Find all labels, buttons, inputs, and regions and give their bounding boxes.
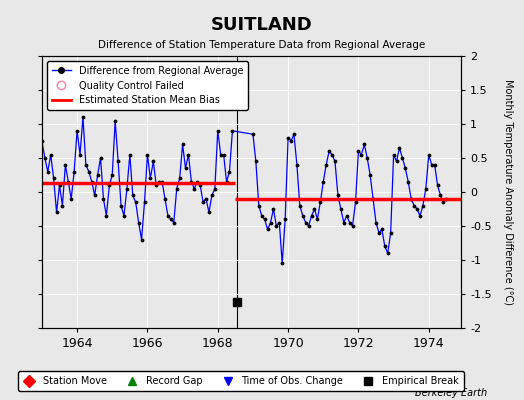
Text: Berkeley Earth: Berkeley Earth (415, 388, 487, 398)
Legend: Station Move, Record Gap, Time of Obs. Change, Empirical Break: Station Move, Record Gap, Time of Obs. C… (18, 372, 464, 391)
Y-axis label: Monthly Temperature Anomaly Difference (°C): Monthly Temperature Anomaly Difference (… (503, 79, 513, 305)
Legend: Difference from Regional Average, Quality Control Failed, Estimated Station Mean: Difference from Regional Average, Qualit… (47, 61, 248, 110)
Text: SUITLAND: SUITLAND (211, 16, 313, 34)
Text: Difference of Station Temperature Data from Regional Average: Difference of Station Temperature Data f… (99, 40, 425, 50)
